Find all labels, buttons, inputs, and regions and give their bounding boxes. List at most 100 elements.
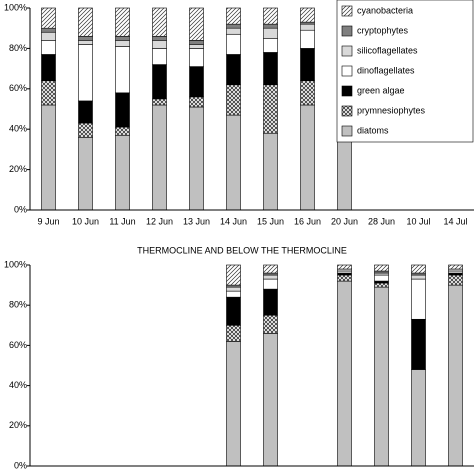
bar-segment	[263, 52, 278, 86]
bar-segment	[374, 270, 389, 274]
bar-segment	[226, 264, 241, 286]
bar-segment	[411, 274, 426, 280]
x-tick-label: 14 Jul	[443, 216, 467, 226]
legend-label: green algae	[357, 85, 405, 95]
bar-segment	[337, 272, 352, 276]
bar-segment	[226, 341, 241, 467]
bar-segment	[374, 264, 389, 272]
bar-segment	[152, 98, 167, 106]
bar-segment	[41, 27, 56, 33]
bar-segment	[189, 7, 204, 41]
bar-segment	[226, 296, 241, 326]
bar-segment	[263, 288, 278, 316]
bar-segment	[411, 369, 426, 467]
bar-segment	[78, 136, 93, 211]
bar-segment	[41, 80, 56, 106]
bar-segment	[263, 314, 278, 334]
legend-swatch	[341, 125, 353, 137]
bar-segment	[300, 29, 315, 49]
bar-segment	[115, 40, 130, 47]
bar-segment	[115, 35, 130, 41]
bar-segment	[78, 100, 93, 124]
bar-segment	[41, 104, 56, 211]
bar-segment	[78, 35, 93, 41]
bar-segment	[115, 46, 130, 94]
legend-label: cyanobacteria	[357, 5, 413, 15]
bar-segment	[189, 106, 204, 211]
legend-swatch	[341, 105, 353, 117]
bar-segment	[78, 40, 93, 45]
bar-segment	[189, 48, 204, 67]
y-tick-label: 60%	[9, 340, 27, 350]
bar-segment	[374, 282, 389, 288]
y-tick-label: 60%	[9, 83, 27, 93]
bar-segment	[226, 324, 241, 342]
y-tick-label: 20%	[9, 164, 27, 174]
x-tick-label: 11 Jun	[109, 216, 135, 226]
bar-segment	[263, 333, 278, 467]
bar-segment	[189, 44, 204, 49]
bar-segment	[41, 31, 56, 41]
bar-segment	[226, 84, 241, 116]
x-tick-label: 10 Jun	[72, 216, 99, 226]
bar-segment	[152, 48, 167, 65]
legend-label: silicoflagellates	[357, 45, 418, 55]
bar-segment	[226, 7, 241, 25]
bar-segment	[448, 284, 463, 467]
y-tick-label: 100%	[4, 2, 27, 12]
y-tick-label: 0%	[14, 204, 27, 214]
bar-segment	[115, 92, 130, 128]
bar-segment	[448, 270, 463, 274]
x-tick-label: 28 Jun	[368, 216, 395, 226]
bar-segment	[152, 7, 167, 37]
bar-segment	[189, 40, 204, 45]
bar-segment	[300, 104, 315, 211]
bar-segment	[263, 274, 278, 280]
bar-segment	[226, 27, 241, 35]
bar-segment	[226, 54, 241, 86]
bar-segment	[263, 7, 278, 25]
chart-title: THERMOCLINE AND BELOW THE THERMOCLINE	[137, 245, 347, 255]
bar-segment	[411, 272, 426, 276]
bar-segment	[300, 48, 315, 82]
x-tick-label: 10 Jul	[406, 216, 430, 226]
bar-segment	[374, 274, 389, 282]
bar-segment	[41, 54, 56, 82]
x-tick-label: 13 Jun	[183, 216, 210, 226]
bar-segment	[300, 7, 315, 23]
y-tick-label: 80%	[9, 300, 27, 310]
bar-segment	[226, 33, 241, 55]
x-tick-label: 20 Jun	[331, 216, 358, 226]
bar-segment	[300, 21, 315, 25]
bar-segment	[78, 122, 93, 138]
y-tick-label: 40%	[9, 380, 27, 390]
legend-swatch	[341, 85, 353, 97]
bar-segment	[263, 23, 278, 29]
x-tick-label: 15 Jun	[257, 216, 284, 226]
bar-segment	[226, 290, 241, 298]
bar-segment	[226, 286, 241, 292]
legend-swatch	[341, 25, 353, 37]
bar-segment	[411, 264, 426, 274]
x-tick-label: 16 Jun	[294, 216, 321, 226]
legend-label: diatoms	[357, 125, 389, 135]
bar-segment	[448, 274, 463, 286]
bar-segment	[300, 23, 315, 31]
legend-label: dinoflagellates	[357, 65, 415, 75]
bar-segment	[263, 37, 278, 53]
bar-segment	[300, 80, 315, 106]
legend-swatch	[341, 45, 353, 57]
legend-label: cryptophytes	[357, 25, 409, 35]
bar-segment	[115, 134, 130, 211]
bar-segment	[226, 114, 241, 211]
legend-swatch	[341, 5, 353, 17]
bar-segment	[152, 64, 167, 100]
bar-segment	[78, 44, 93, 102]
bar-segment	[226, 23, 241, 29]
bar-segment	[448, 268, 463, 272]
y-tick-label: 0%	[14, 460, 27, 470]
bar-segment	[152, 35, 167, 41]
bar-segment	[374, 280, 389, 284]
y-tick-label: 40%	[9, 124, 27, 134]
x-tick-label: 14 Jun	[220, 216, 247, 226]
